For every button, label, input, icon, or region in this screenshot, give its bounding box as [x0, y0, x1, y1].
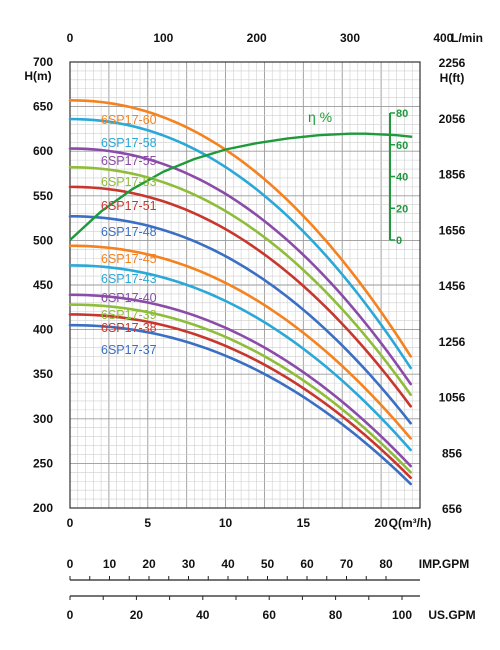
- y-right-tick-label: 1456: [439, 279, 466, 293]
- efficiency-tick-label: 80: [396, 108, 408, 120]
- curve-label-6SP17-53: 6SP17-53: [101, 175, 157, 189]
- curve-label-6SP17-58: 6SP17-58: [101, 136, 157, 150]
- x-top-tick-label: 100: [153, 31, 173, 45]
- y-tick-label: 600: [33, 144, 53, 158]
- x-tick-label: 15: [297, 516, 311, 530]
- x-tick-label: 0: [67, 516, 74, 530]
- imp-gpm-tick-label: 0: [67, 557, 74, 571]
- imp-gpm-tick-label: 20: [142, 557, 156, 571]
- x-top-axis-label: L/min: [451, 31, 483, 45]
- y-tick-label: 500: [33, 233, 53, 247]
- head-curve-6SP17-45: [68, 244, 412, 440]
- head-curve-6SP17-55: [68, 147, 412, 386]
- imp-gpm-tick-label: 10: [103, 557, 117, 571]
- efficiency-tick-label: 60: [396, 140, 408, 152]
- y-tick-label: 350: [33, 367, 53, 381]
- y-right-tick-label: 856: [442, 446, 462, 460]
- efficiency-curve-group: 0 20 40 60 80 η %: [69, 108, 413, 247]
- efficiency-tick-label: 40: [396, 172, 408, 184]
- curve-label-6SP17-48: 6SP17-48: [101, 225, 157, 239]
- y-right-tick-label: 1656: [439, 223, 466, 237]
- us-gpm-tick-label: 20: [130, 608, 144, 622]
- head-curves: [68, 99, 412, 486]
- gpm-scales: 0 10 20 30 40 50 60 70 80 IMP.GPM 0 20 40 60 80 100 US.G…: [67, 557, 476, 622]
- y-tick-label: 250: [33, 456, 53, 470]
- x-tick-label: 20: [374, 516, 388, 530]
- x-axis-label: Q(m³/h): [389, 516, 432, 530]
- head-curve-6SP17-43: [68, 264, 412, 452]
- curve-label-6SP17-38: 6SP17-38: [101, 321, 157, 335]
- x-top-tick-label: 300: [340, 31, 360, 45]
- x-tick-label: 5: [144, 516, 151, 530]
- y-tick-label: 300: [33, 412, 53, 426]
- y-right-tick-label: 1256: [439, 335, 466, 349]
- curve-label-6SP17-37: 6SP17-37: [101, 343, 157, 357]
- y-tick-label: 650: [33, 100, 53, 114]
- y-right-tick-label: 2256: [439, 56, 466, 70]
- head-curve-6SP17-40: [68, 293, 412, 468]
- y-right-tick-label: 1856: [439, 168, 466, 182]
- us-gpm-label: US.GPM: [428, 608, 475, 622]
- imp-gpm-tick-label: 70: [340, 557, 354, 571]
- x-tick-label: 10: [219, 516, 233, 530]
- us-gpm-tick-label: 60: [263, 608, 277, 622]
- curve-label-6SP17-43: 6SP17-43: [101, 272, 157, 286]
- x-top-tick-label: 0: [67, 31, 74, 45]
- curve-label-6SP17-55: 6SP17-55: [101, 154, 157, 168]
- curve-label-6SP17-60: 6SP17-60: [101, 113, 157, 127]
- us-gpm-tick-label: 80: [329, 608, 343, 622]
- plot-frame: [69, 61, 421, 509]
- y-tick-label: 200: [33, 501, 53, 515]
- head-curve-6SP17-39: [68, 303, 412, 474]
- y-tick-label: 550: [33, 189, 53, 203]
- chart-axes: 0 5 10 15 20 Q(m³/h)0 100 200 300 400L/min2002503…: [24, 31, 483, 530]
- efficiency-curve: [69, 132, 413, 241]
- y-tick-label: 700: [33, 55, 53, 69]
- curve-label-6SP17-45: 6SP17-45: [101, 252, 157, 266]
- head-curve-6SP17-60: [68, 99, 412, 358]
- y-right-tick-label: 656: [442, 502, 462, 516]
- y-axis-label: H(m): [24, 69, 51, 83]
- imp-gpm-tick-label: 80: [379, 557, 393, 571]
- head-curve-6SP17-37: [68, 323, 412, 486]
- imp-gpm-tick-label: 50: [261, 557, 275, 571]
- us-gpm-tick-label: 40: [196, 608, 210, 622]
- head-curve-6SP17-58: [68, 117, 412, 370]
- efficiency-tick-label: 0: [396, 235, 402, 247]
- efficiency-tick-label: 20: [396, 203, 408, 215]
- imp-gpm-tick-label: 40: [221, 557, 235, 571]
- imp-gpm-label: IMP.GPM: [419, 557, 469, 571]
- curve-label-6SP17-40: 6SP17-40: [101, 291, 157, 305]
- us-gpm-tick-label: 100: [392, 608, 412, 622]
- head-curve-6SP17-48: [68, 215, 412, 425]
- y-right-tick-label: 2056: [439, 112, 466, 126]
- curve-label-6SP17-51: 6SP17-51: [101, 199, 157, 213]
- efficiency-axis-label: η %: [308, 109, 332, 125]
- us-gpm-tick-label: 0: [67, 608, 74, 622]
- y-tick-label: 400: [33, 323, 53, 337]
- x-top-tick-label: 400: [433, 31, 453, 45]
- x-top-tick-label: 200: [247, 31, 267, 45]
- y-tick-label: 450: [33, 278, 53, 292]
- y-right-tick-label: 1056: [439, 391, 466, 405]
- head-curve-6SP17-53: [68, 165, 412, 397]
- y-right-axis-label: H(ft): [440, 71, 465, 85]
- imp-gpm-tick-label: 30: [182, 557, 196, 571]
- imp-gpm-tick-label: 60: [300, 557, 314, 571]
- curve-labels: 6SP17-60 6SP17-58 6SP17-55 6SP17-53 6SP17-51…: [101, 113, 157, 357]
- curve-label-6SP17-39: 6SP17-39: [101, 308, 157, 322]
- head-curve-6SP17-38: [68, 313, 412, 479]
